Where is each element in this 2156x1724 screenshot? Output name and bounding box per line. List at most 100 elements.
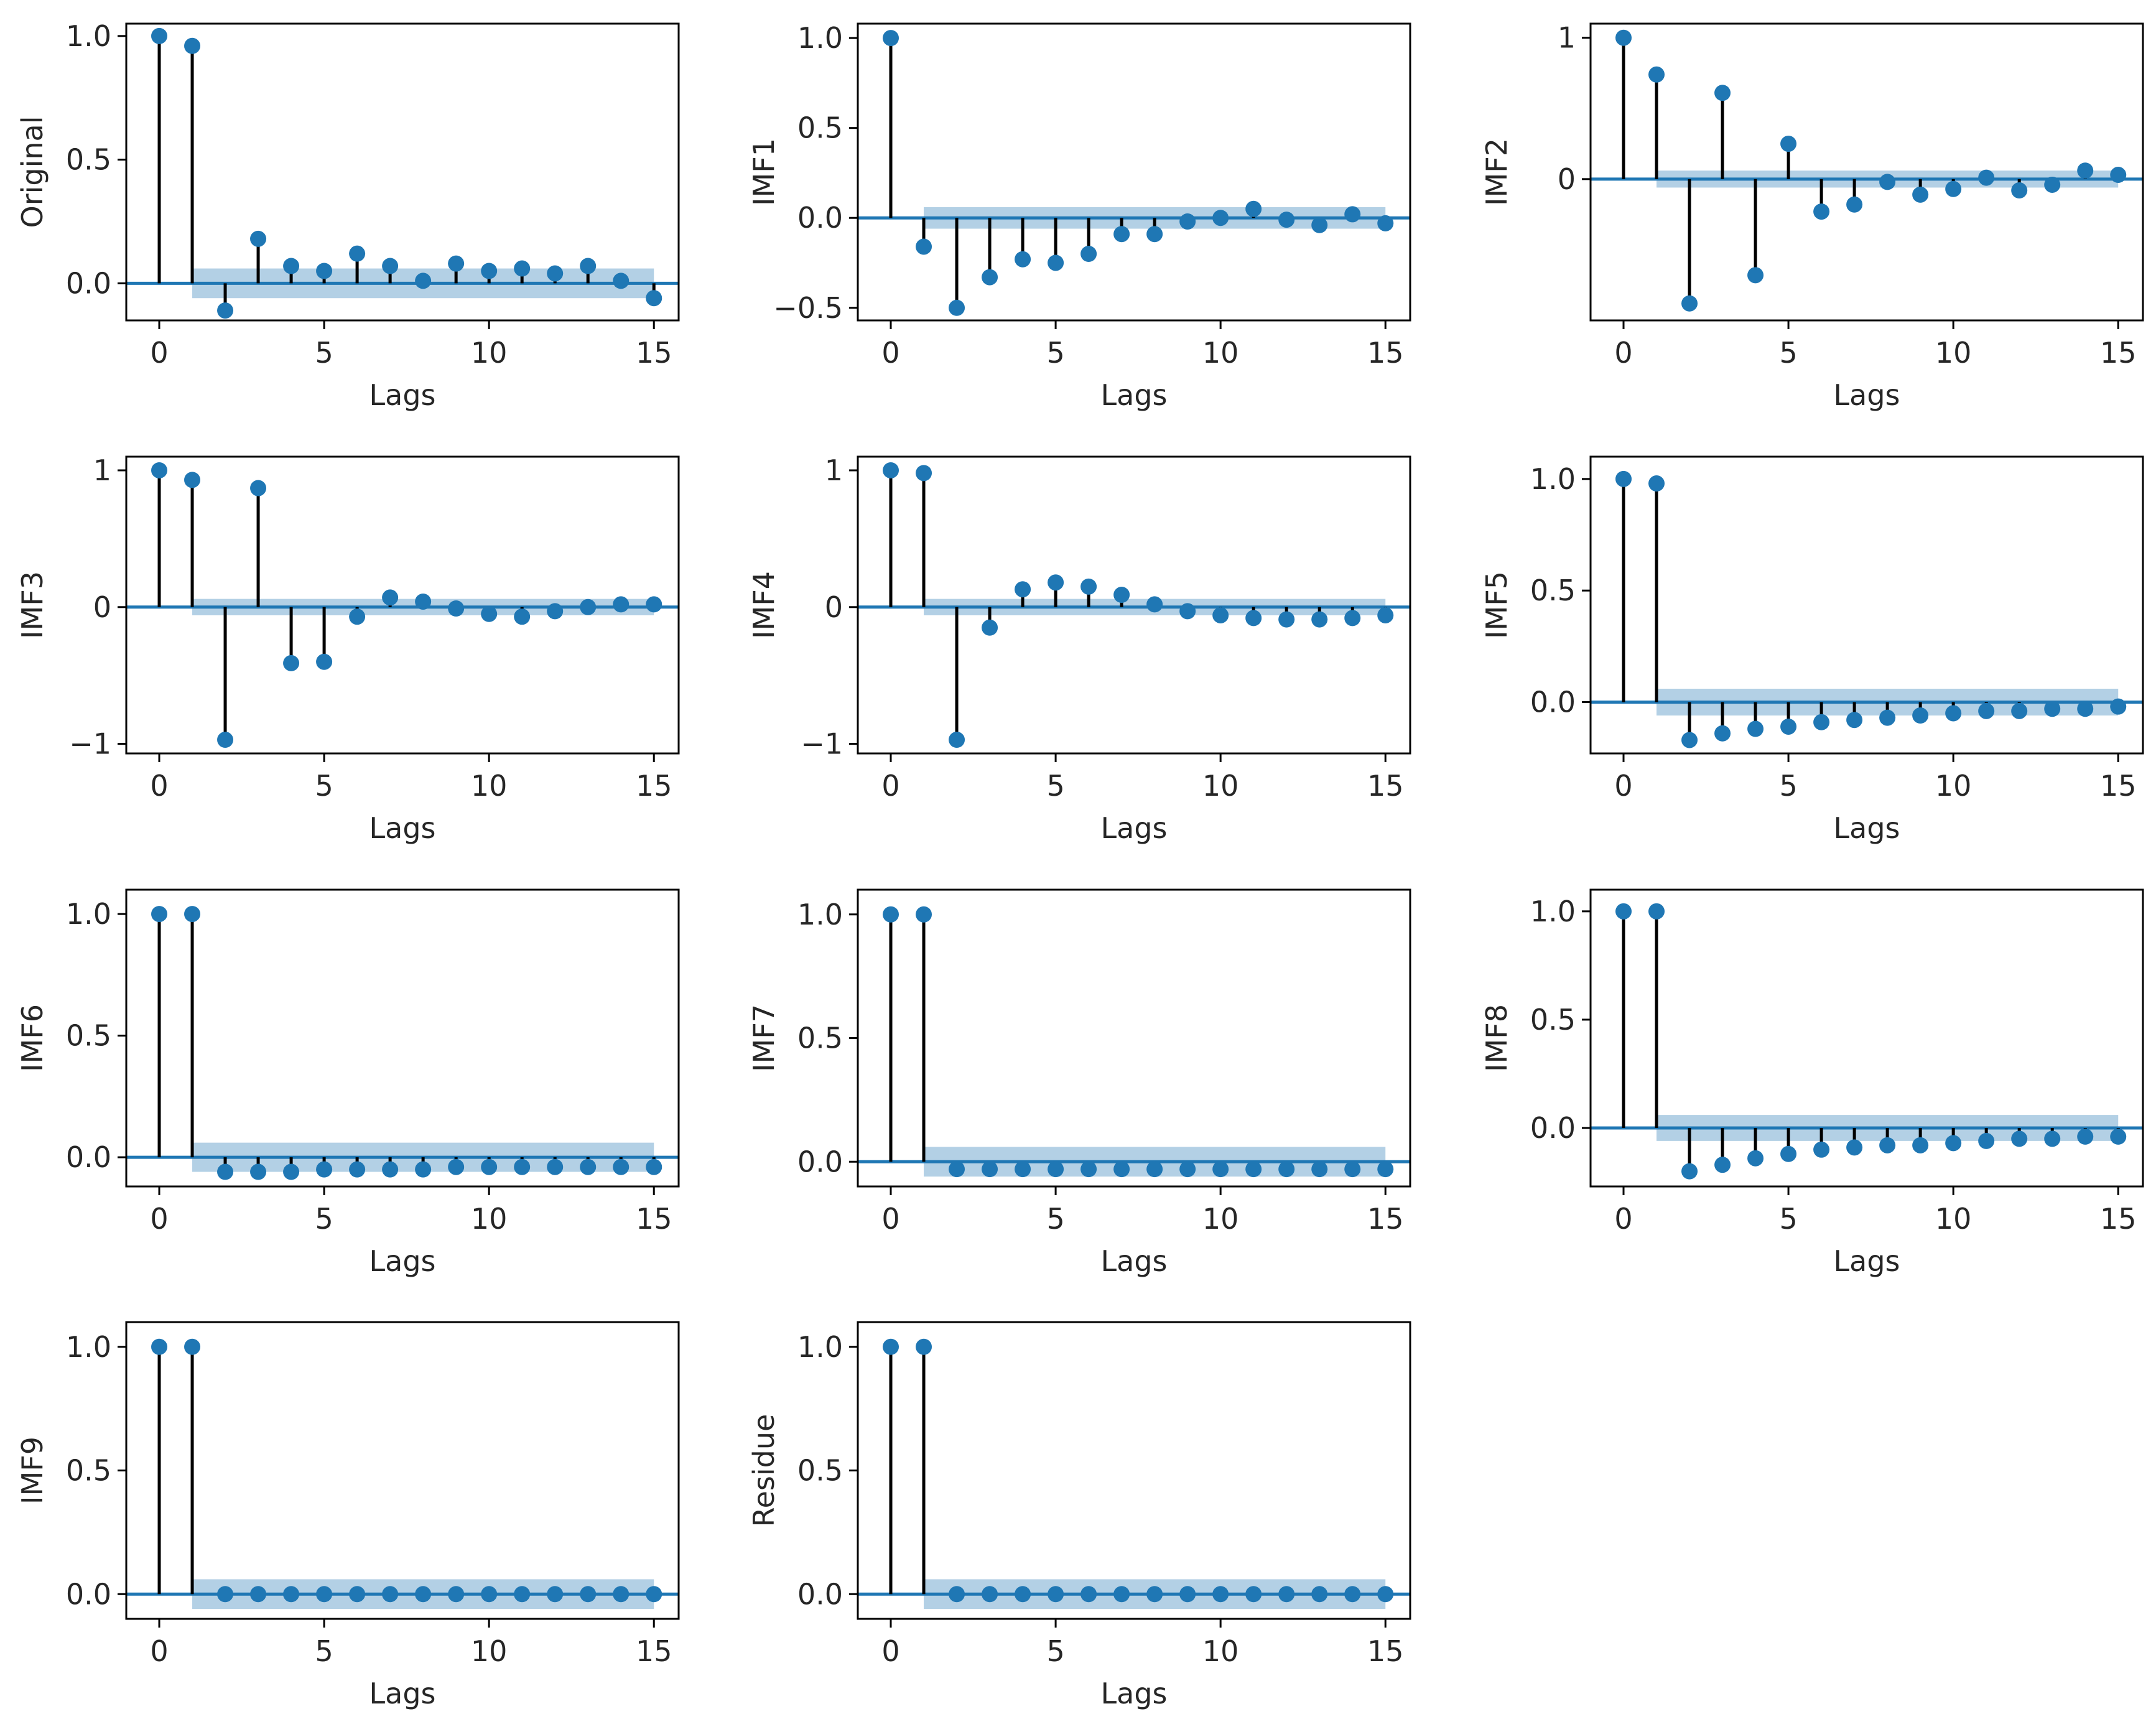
x-tick-label: 5 <box>315 336 333 370</box>
marker-lag-12 <box>547 265 564 282</box>
marker-lag-15 <box>646 1586 662 1603</box>
marker-lag-7 <box>1846 712 1863 729</box>
marker-lag-0 <box>883 906 899 923</box>
marker-lag-4 <box>283 258 300 274</box>
y-tick-label: 0 <box>825 590 843 624</box>
y-axis-label: Original <box>16 116 49 228</box>
marker-lag-13 <box>580 258 597 274</box>
marker-lag-5 <box>1048 1161 1064 1178</box>
subplot-imf1: 0 5 10 15 −0.5 0.0 0.5 1.0 Lags IMF1 <box>747 21 1411 412</box>
plot-frame <box>125 1321 680 1620</box>
marker-lag-14 <box>613 596 630 613</box>
marker-lag-12 <box>1278 611 1295 628</box>
subplot-residue: 0 5 10 15 0.0 0.5 1.0 Lags Residue <box>747 1321 1411 1710</box>
marker-lag-6 <box>1080 578 1097 595</box>
marker-lag-0 <box>1615 29 1632 46</box>
marker-lag-12 <box>547 603 564 620</box>
x-tick-label: 5 <box>1046 1202 1064 1236</box>
marker-lag-2 <box>949 732 965 748</box>
x-tick-label: 0 <box>881 1202 899 1236</box>
x-axis-label: Lags <box>369 1677 436 1710</box>
y-axis-label: IMF5 <box>1480 571 1513 639</box>
plot-frame <box>857 1321 1411 1620</box>
marker-lag-13 <box>2044 176 2061 193</box>
plot-frame <box>1589 22 2144 322</box>
marker-lag-5 <box>1780 718 1797 735</box>
marker-lag-14 <box>613 1586 630 1603</box>
x-axis-label: Lags <box>1101 1244 1168 1278</box>
y-tick-label: 0.0 <box>66 1140 111 1174</box>
plot-frame <box>1589 455 2144 755</box>
y-axis-label: IMF3 <box>16 571 49 639</box>
x-tick-label: 15 <box>636 1202 672 1236</box>
marker-lag-6 <box>349 1586 366 1603</box>
marker-lag-14 <box>613 1158 630 1175</box>
marker-lag-12 <box>1278 1586 1295 1603</box>
marker-lag-3 <box>250 230 267 247</box>
marker-lag-3 <box>1714 1157 1731 1173</box>
marker-lag-7 <box>1846 196 1863 213</box>
marker-lag-3 <box>250 480 267 496</box>
y-tick-label: 0.0 <box>797 201 843 235</box>
x-axis-label: Lags <box>1101 378 1168 412</box>
y-tick-label: 0.0 <box>66 1577 111 1611</box>
x-tick-label: 5 <box>1046 769 1064 803</box>
marker-lag-14 <box>2077 701 2094 717</box>
marker-lag-6 <box>1813 1141 1830 1158</box>
marker-lag-14 <box>1344 610 1361 627</box>
x-tick-label: 0 <box>881 336 899 370</box>
marker-lag-15 <box>1377 1586 1394 1603</box>
marker-lag-13 <box>1311 1586 1328 1603</box>
marker-lag-8 <box>1879 709 1896 726</box>
y-tick-label: 0.5 <box>66 1454 111 1488</box>
marker-lag-10 <box>1212 210 1229 226</box>
marker-lag-2 <box>217 1163 234 1180</box>
marker-lag-11 <box>1245 200 1262 217</box>
marker-lag-4 <box>283 1163 300 1180</box>
marker-lag-15 <box>1377 1161 1394 1178</box>
y-tick-label: −1 <box>69 727 111 761</box>
y-axis-label: IMF9 <box>16 1437 49 1504</box>
y-tick-label: 0.0 <box>1530 686 1576 719</box>
x-tick-label: 10 <box>1935 769 1972 803</box>
marker-lag-5 <box>316 653 333 670</box>
plot-frame <box>125 22 680 322</box>
x-tick-label: 15 <box>636 336 672 370</box>
marker-lag-12 <box>547 1158 564 1175</box>
y-tick-label: 1.0 <box>66 897 111 931</box>
marker-lag-6 <box>349 608 366 625</box>
x-tick-label: 5 <box>1779 336 1797 370</box>
marker-lag-4 <box>1747 1150 1764 1167</box>
subplot-imf5: 0 5 10 15 0.0 0.5 1.0 Lags IMF5 <box>1480 455 2144 845</box>
y-tick-label: 0.5 <box>1530 1003 1576 1037</box>
y-tick-label: 1.0 <box>66 1330 111 1364</box>
marker-lag-0 <box>151 1338 168 1355</box>
marker-lag-3 <box>250 1163 267 1180</box>
x-tick-label: 0 <box>881 769 899 803</box>
x-tick-label: 15 <box>2100 1202 2137 1236</box>
y-axis-label: IMF4 <box>747 571 781 639</box>
x-tick-label: 0 <box>150 336 168 370</box>
x-tick-label: 5 <box>1779 769 1797 803</box>
plot-frame <box>857 888 1411 1188</box>
y-tick-label: 0.0 <box>797 1145 843 1178</box>
marker-lag-6 <box>1080 1586 1097 1603</box>
marker-lag-15 <box>1377 215 1394 231</box>
subplot-imf4: 0 5 10 15 −1 0 1 Lags IMF4 <box>747 454 1411 845</box>
marker-lag-13 <box>1311 1161 1328 1178</box>
marker-lag-7 <box>382 1161 399 1178</box>
marker-lag-9 <box>1912 1137 1929 1153</box>
marker-lag-0 <box>883 1338 899 1355</box>
y-tick-label: 0.5 <box>1530 574 1576 607</box>
marker-lag-0 <box>883 462 899 478</box>
marker-lag-1 <box>184 1338 201 1355</box>
marker-lag-11 <box>1245 1161 1262 1178</box>
marker-lag-2 <box>217 732 234 748</box>
marker-lag-8 <box>1146 1161 1163 1178</box>
marker-lag-4 <box>283 1586 300 1603</box>
x-tick-label: 10 <box>1202 769 1239 803</box>
marker-lag-1 <box>1648 475 1665 492</box>
y-tick-label: 1 <box>1558 21 1576 55</box>
x-tick-label: 5 <box>1779 1202 1797 1236</box>
